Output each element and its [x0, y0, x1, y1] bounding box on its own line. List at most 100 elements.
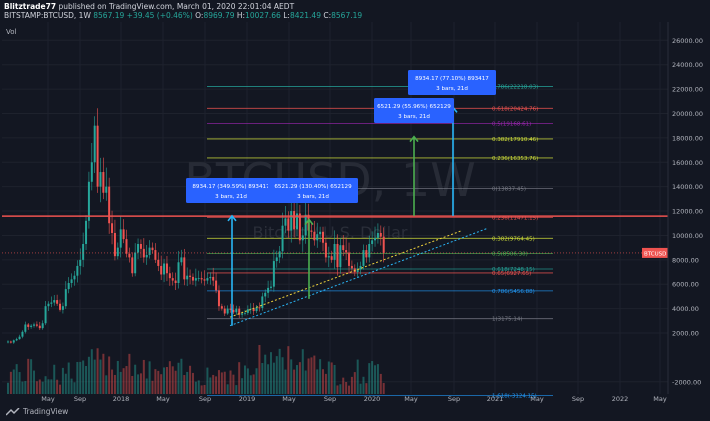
volume-bar — [217, 370, 220, 394]
volume-bar — [145, 378, 148, 394]
candle-body — [238, 308, 241, 315]
volume-bar — [148, 361, 151, 394]
published-text: published on TradingView.com, March 01, … — [58, 2, 295, 11]
candle-body — [365, 250, 368, 258]
volume-bar — [142, 359, 145, 394]
price-tick-label: 2000.00 — [672, 330, 699, 338]
measure-callout-box[interactable] — [268, 178, 358, 203]
price-axis-panel[interactable] — [668, 22, 710, 394]
volume-bar — [154, 369, 157, 394]
volume-bar — [183, 375, 186, 394]
fib-level-label: 0.5(8506.30) — [492, 252, 528, 258]
candle-body — [189, 275, 192, 277]
volume-bar — [200, 385, 203, 394]
candle-body — [229, 308, 232, 310]
volume-bar — [261, 363, 264, 394]
volume-bar — [59, 384, 62, 394]
candle-body — [87, 181, 90, 221]
chart-header: Blitztrade77 published on TradingView.co… — [0, 0, 710, 22]
trend-ray-blue[interactable] — [229, 227, 489, 327]
volume-bar — [197, 380, 200, 394]
time-tick-label: 2019 — [239, 395, 256, 403]
volume-bar — [38, 379, 41, 394]
candle-body — [73, 275, 76, 280]
volume-bar — [275, 356, 278, 394]
candle-body — [261, 296, 264, 309]
measure-callout-box[interactable] — [374, 98, 454, 123]
candle-body — [18, 336, 21, 340]
volume-bar — [102, 353, 105, 394]
volume-bar — [322, 369, 325, 394]
measure-callout-box[interactable] — [408, 70, 496, 95]
volume-bar — [82, 360, 85, 394]
volume-bar — [50, 379, 53, 394]
high-value: 10027.66 — [245, 11, 281, 20]
candle-body — [206, 278, 209, 281]
volume-bar — [105, 375, 108, 394]
candle-body — [226, 308, 229, 314]
fib-level-label: 0(13837.45) — [492, 187, 526, 193]
volume-bar — [232, 374, 235, 394]
measure-callout-box[interactable] — [186, 178, 276, 203]
candle-body — [174, 280, 177, 284]
volume-bar — [319, 359, 322, 394]
time-tick-label: May — [404, 395, 418, 403]
volume-bar — [85, 365, 88, 394]
volume-bar — [278, 348, 281, 394]
volume-bar — [246, 368, 249, 394]
price-tick-label: 8000.00 — [672, 256, 699, 264]
time-tick-label: 2022 — [612, 395, 629, 403]
candle-body — [232, 309, 235, 313]
current-price: 8567.19 — [93, 11, 125, 20]
candle-body — [293, 211, 296, 230]
close-label: C: — [323, 11, 332, 20]
volume-bar — [15, 364, 18, 394]
trend-ray-yellow[interactable] — [229, 230, 463, 318]
volume-bar — [7, 382, 9, 394]
candle-body — [180, 257, 183, 263]
volume-bar — [350, 376, 353, 394]
candle-body — [128, 253, 131, 258]
author-name[interactable]: Blitztrade77 — [4, 2, 57, 11]
candle-body — [137, 243, 140, 253]
volume-bar — [258, 344, 261, 394]
volume-bar — [362, 376, 365, 394]
candle-body — [350, 265, 353, 269]
volume-bar — [35, 381, 38, 394]
volume-bar — [301, 349, 304, 394]
measure-callout-line1: 6521.29 (130.40%) 652129 — [274, 184, 352, 190]
volume-bar — [131, 375, 134, 394]
publisher-line: Blitztrade77 published on TradingView.co… — [4, 2, 294, 11]
candle-body — [246, 309, 249, 313]
candle-body — [125, 239, 128, 254]
volume-bar — [368, 363, 371, 394]
volume-bar — [296, 365, 298, 394]
volume-bar — [113, 374, 116, 394]
candle-body — [281, 225, 284, 252]
candle-body — [336, 243, 339, 268]
fib-level-label: 0.65(6927.65) — [492, 271, 531, 277]
candle-body — [301, 235, 304, 241]
time-tick-label: May — [41, 395, 55, 403]
candle-body — [197, 278, 200, 279]
candle-body — [374, 237, 377, 241]
volume-bar — [327, 361, 330, 394]
volume-bar — [186, 371, 189, 394]
candle-body — [99, 172, 102, 187]
candle-body — [298, 213, 301, 241]
candle-body — [30, 325, 33, 327]
time-tick-label: Sep — [324, 395, 336, 403]
volume-bar — [209, 377, 212, 394]
volume-bar — [238, 362, 241, 394]
candle-body — [7, 341, 9, 343]
candle-body — [59, 303, 62, 310]
volume-bar — [371, 361, 374, 394]
measure-callout-line1: 8934.17 (77.10%) 893417 — [415, 76, 489, 82]
candle-body — [183, 257, 186, 280]
candle-body — [154, 250, 157, 260]
volume-bar — [220, 372, 223, 394]
tradingview-footer[interactable]: TradingView — [6, 407, 68, 416]
price-tick-label: -2000.00 — [672, 378, 701, 386]
volume-bar — [171, 366, 174, 394]
